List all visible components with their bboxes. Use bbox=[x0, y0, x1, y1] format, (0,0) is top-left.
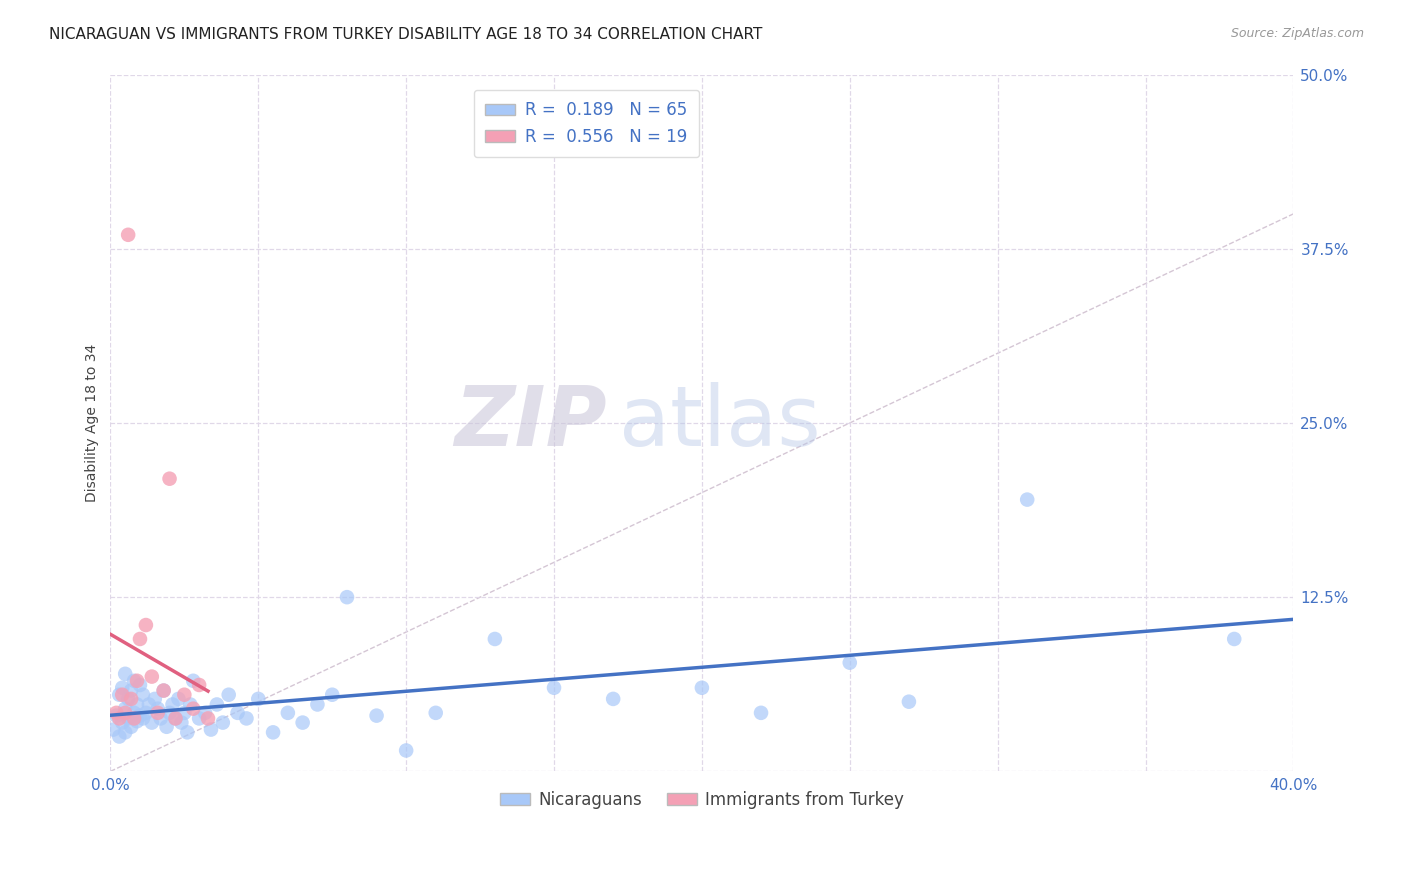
Point bbox=[173, 706, 195, 720]
Point bbox=[117, 692, 139, 706]
Point bbox=[114, 701, 136, 715]
Point bbox=[602, 692, 624, 706]
Point bbox=[366, 708, 388, 723]
Point bbox=[120, 683, 142, 698]
Point bbox=[114, 666, 136, 681]
Text: ZIP: ZIP bbox=[454, 383, 607, 464]
Point bbox=[120, 720, 142, 734]
Point bbox=[181, 673, 204, 688]
Point bbox=[125, 698, 148, 712]
Point bbox=[336, 590, 359, 604]
Text: atlas: atlas bbox=[619, 383, 821, 464]
Point bbox=[152, 683, 174, 698]
Point bbox=[105, 706, 128, 720]
Point bbox=[159, 472, 181, 486]
Point bbox=[159, 706, 181, 720]
Point bbox=[135, 706, 157, 720]
Text: NICARAGUAN VS IMMIGRANTS FROM TURKEY DISABILITY AGE 18 TO 34 CORRELATION CHART: NICARAGUAN VS IMMIGRANTS FROM TURKEY DIS… bbox=[49, 27, 762, 42]
Point bbox=[321, 688, 343, 702]
Point bbox=[114, 725, 136, 739]
Point bbox=[197, 711, 219, 725]
Point bbox=[200, 723, 222, 737]
Point bbox=[129, 632, 152, 646]
Point bbox=[152, 683, 174, 698]
Point bbox=[120, 692, 142, 706]
Point bbox=[105, 708, 128, 723]
Point bbox=[897, 695, 920, 709]
Point bbox=[155, 720, 177, 734]
Point bbox=[188, 678, 211, 692]
Point bbox=[108, 711, 131, 725]
Point bbox=[262, 725, 284, 739]
Point bbox=[425, 706, 447, 720]
Point bbox=[122, 706, 145, 720]
Point bbox=[129, 678, 152, 692]
Point bbox=[1223, 632, 1246, 646]
Point bbox=[247, 692, 270, 706]
Point bbox=[125, 714, 148, 729]
Point bbox=[146, 706, 169, 720]
Point bbox=[103, 723, 125, 737]
Point bbox=[129, 708, 152, 723]
Point bbox=[111, 715, 134, 730]
Point bbox=[218, 688, 240, 702]
Point bbox=[141, 670, 163, 684]
Text: Source: ZipAtlas.com: Source: ZipAtlas.com bbox=[1230, 27, 1364, 40]
Point bbox=[117, 227, 139, 242]
Point bbox=[173, 688, 195, 702]
Point bbox=[291, 715, 314, 730]
Point bbox=[277, 706, 299, 720]
Point bbox=[135, 618, 157, 632]
Point bbox=[690, 681, 713, 695]
Point bbox=[108, 688, 131, 702]
Point bbox=[176, 725, 198, 739]
Point bbox=[122, 673, 145, 688]
Point bbox=[235, 711, 257, 725]
Y-axis label: Disability Age 18 to 34: Disability Age 18 to 34 bbox=[86, 343, 100, 502]
Point bbox=[395, 743, 418, 757]
Point bbox=[188, 711, 211, 725]
Point bbox=[149, 711, 172, 725]
Point bbox=[141, 715, 163, 730]
Point bbox=[194, 706, 217, 720]
Point bbox=[108, 730, 131, 744]
Point bbox=[146, 701, 169, 715]
Point bbox=[205, 698, 228, 712]
Point bbox=[125, 673, 148, 688]
Point bbox=[165, 711, 187, 725]
Point bbox=[132, 711, 155, 725]
Point bbox=[138, 698, 160, 712]
Point bbox=[181, 701, 204, 715]
Point bbox=[543, 681, 565, 695]
Point bbox=[179, 698, 201, 712]
Point bbox=[167, 692, 190, 706]
Point bbox=[170, 715, 193, 730]
Point bbox=[838, 656, 860, 670]
Point bbox=[114, 706, 136, 720]
Point bbox=[117, 711, 139, 725]
Point bbox=[226, 706, 249, 720]
Point bbox=[143, 692, 166, 706]
Point bbox=[132, 688, 155, 702]
Point bbox=[1017, 492, 1039, 507]
Point bbox=[307, 698, 329, 712]
Point bbox=[484, 632, 506, 646]
Point bbox=[165, 711, 187, 725]
Point bbox=[162, 698, 184, 712]
Point bbox=[111, 681, 134, 695]
Point bbox=[122, 711, 145, 725]
Legend: Nicaraguans, Immigrants from Turkey: Nicaraguans, Immigrants from Turkey bbox=[494, 784, 911, 815]
Point bbox=[111, 688, 134, 702]
Point bbox=[749, 706, 772, 720]
Point bbox=[211, 715, 233, 730]
